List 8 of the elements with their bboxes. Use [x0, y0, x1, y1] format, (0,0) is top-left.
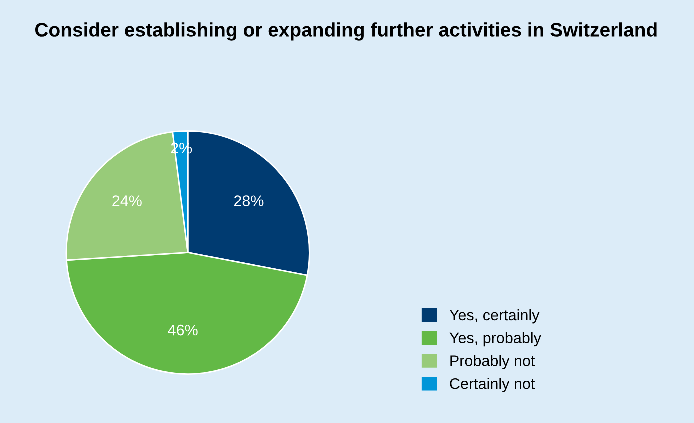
data-label: 46%	[168, 324, 198, 336]
legend-label: Yes, certainly	[450, 309, 540, 324]
data-label: 28%	[234, 196, 264, 206]
chart-title: Consider establishing or expanding further activities in Switzerland	[36, 22, 657, 41]
legend-label: Probably not	[450, 355, 536, 370]
data-label: 24%	[112, 196, 142, 206]
legend-label: Yes, probably	[450, 332, 542, 347]
legend-label: Certainly not	[450, 378, 536, 392]
